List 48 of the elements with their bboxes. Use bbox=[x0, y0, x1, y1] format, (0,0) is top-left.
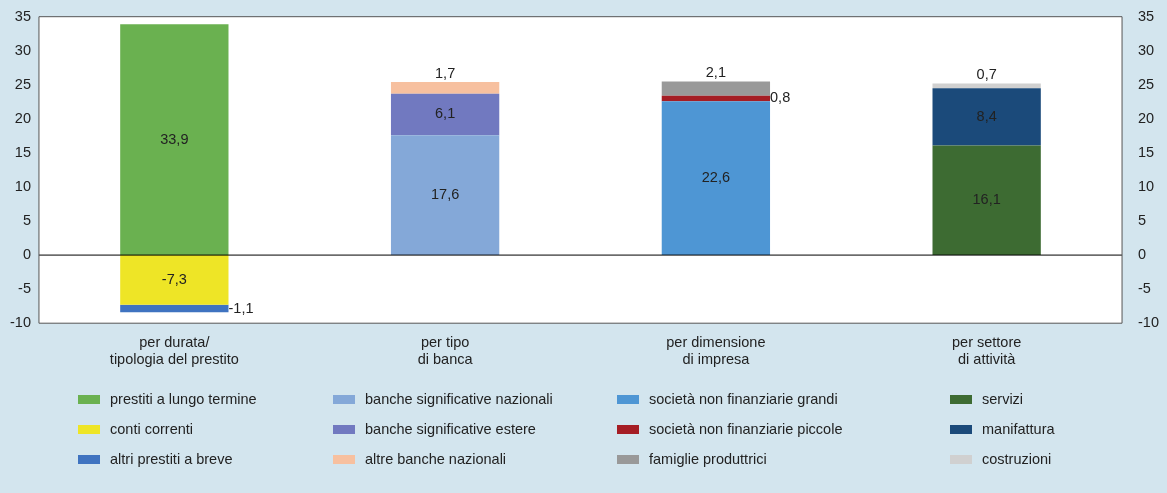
data-label: 8,4 bbox=[976, 107, 997, 124]
y-tick-label: 20 bbox=[14, 109, 31, 126]
legend-label: costruzioni bbox=[982, 451, 1052, 467]
y-tick-label: -10 bbox=[9, 314, 31, 331]
y-tick-label: 10 bbox=[14, 177, 31, 194]
x-tick-label: per settore di attività bbox=[951, 333, 1022, 368]
data-label: 6,1 bbox=[435, 105, 456, 122]
y2-tick-label: 0 bbox=[1138, 246, 1147, 263]
y2-tick-label: 25 bbox=[1138, 75, 1155, 92]
y-tick-label: 25 bbox=[14, 75, 31, 92]
data-label: 0,8 bbox=[770, 89, 791, 106]
y-tick-label: 5 bbox=[22, 212, 31, 229]
legend-label: conti correnti bbox=[110, 421, 194, 437]
y2-tick-label: -10 bbox=[1138, 314, 1160, 331]
legend-label: servizi bbox=[982, 391, 1024, 407]
data-label: 2,1 bbox=[705, 64, 726, 81]
legend-label: manifattura bbox=[982, 421, 1055, 437]
data-label: 0,7 bbox=[976, 66, 997, 83]
data-label: 17,6 bbox=[431, 186, 460, 203]
y-tick-label: 15 bbox=[14, 143, 31, 160]
data-label: 22,6 bbox=[701, 169, 730, 186]
data-label: -7,3 bbox=[161, 270, 187, 287]
legend-label: società non finanziarie piccole bbox=[649, 421, 843, 437]
y2-tick-label: 35 bbox=[1138, 7, 1155, 24]
y2-tick-label: 20 bbox=[1138, 109, 1155, 126]
legend-label: banche significative estere bbox=[365, 421, 536, 437]
x-tick-label: per dimensione di impresa bbox=[666, 333, 766, 368]
legend-label: società non finanziarie grandi bbox=[649, 391, 838, 407]
legend-label: famiglie produttrici bbox=[649, 451, 767, 467]
legend-label: banche significative nazionali bbox=[365, 391, 553, 407]
legend-label: altre banche nazionali bbox=[365, 451, 507, 467]
y-tick-label: 0 bbox=[22, 246, 31, 263]
x-tick-label: per tipo di banca bbox=[417, 333, 474, 368]
y2-tick-label: 15 bbox=[1138, 143, 1155, 160]
legend-label: altri prestiti a breve bbox=[110, 451, 233, 467]
y2-tick-label: -5 bbox=[1138, 280, 1151, 297]
y2-tick-label: 30 bbox=[1138, 41, 1155, 58]
y-tick-label: -5 bbox=[18, 280, 31, 297]
data-label: 16,1 bbox=[972, 191, 1001, 208]
y2-tick-label: 5 bbox=[1138, 212, 1147, 229]
data-label: -1,1 bbox=[228, 299, 254, 316]
data-label: 33,9 bbox=[160, 130, 189, 147]
legend-label: prestiti a lungo termine bbox=[110, 391, 257, 407]
y-tick-label: 30 bbox=[14, 41, 31, 58]
y-tick-label: 35 bbox=[14, 7, 31, 24]
x-tick-label: per durata/ tipologia del prestito bbox=[109, 333, 239, 368]
data-label: 1,7 bbox=[435, 64, 456, 81]
y2-tick-label: 10 bbox=[1138, 177, 1155, 194]
